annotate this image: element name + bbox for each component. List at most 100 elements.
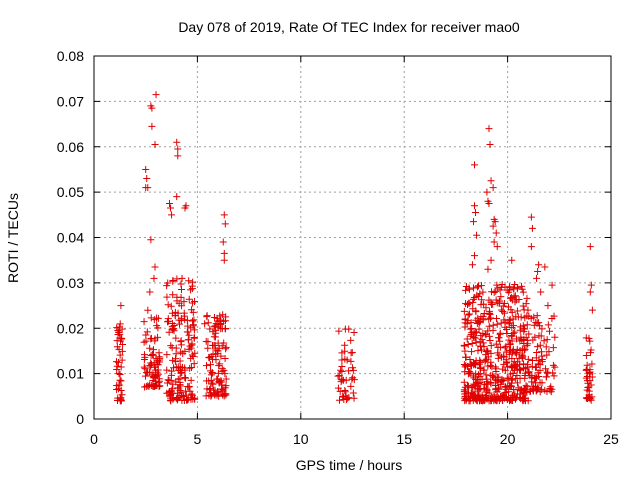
data-point-outlier: [491, 218, 499, 226]
data-point: [150, 363, 158, 371]
data-point: [466, 355, 474, 363]
data-point: [513, 349, 521, 357]
data-point: [187, 376, 195, 384]
data-point-outlier: [473, 231, 481, 239]
data-point: [522, 385, 530, 393]
data-point: [535, 319, 543, 327]
data-point: [204, 344, 212, 352]
data-point: [468, 325, 476, 333]
data-point: [142, 369, 150, 377]
data-point: [480, 366, 488, 374]
data-point: [151, 337, 159, 345]
data-point-outlier: [174, 152, 182, 160]
data-point: [215, 320, 223, 328]
data-point: [487, 301, 495, 309]
data-point-outlier: [508, 256, 516, 264]
data-point: [544, 321, 552, 329]
x-tick-label: 25: [603, 431, 619, 447]
data-point: [525, 330, 533, 338]
data-point: [477, 301, 485, 309]
data-point: [488, 372, 496, 380]
data-point: [502, 342, 510, 350]
data-point: [474, 393, 482, 401]
data-point: [513, 307, 521, 315]
data-point-outlier: [220, 249, 228, 257]
data-point: [528, 378, 536, 386]
data-point-outlier: [587, 281, 595, 289]
data-point: [175, 384, 183, 392]
data-point: [214, 369, 222, 377]
data-point-outlier: [142, 165, 150, 173]
data-point: [210, 333, 218, 341]
data-point: [215, 344, 223, 352]
data-point: [149, 382, 157, 390]
data-point: [337, 366, 345, 374]
data-point-outlier: [489, 184, 497, 192]
data-point: [347, 336, 355, 344]
data-point: [163, 366, 171, 374]
data-point: [494, 354, 502, 362]
data-point: [524, 369, 532, 377]
data-point: [188, 299, 196, 307]
data-point: [461, 347, 469, 355]
data-point: [146, 381, 154, 389]
data-point: [472, 307, 480, 315]
data-point: [340, 396, 348, 404]
data-point: [172, 334, 180, 342]
data-point: [222, 382, 230, 390]
data-point: [216, 360, 224, 368]
data-point: [508, 324, 516, 332]
data-point: [203, 385, 211, 393]
data-point: [164, 317, 172, 325]
data-point: [467, 331, 475, 339]
data-point: [177, 338, 185, 346]
data-point: [350, 329, 358, 337]
data-point-outlier: [495, 297, 503, 305]
data-point: [495, 351, 503, 359]
data-point: [506, 315, 514, 323]
data-point: [468, 348, 476, 356]
data-point: [519, 288, 527, 296]
data-point: [118, 334, 126, 342]
data-point: [338, 375, 346, 383]
data-point: [528, 363, 536, 371]
data-point: [542, 343, 550, 351]
data-point: [467, 389, 475, 397]
data-point: [586, 337, 594, 345]
data-point: [222, 345, 230, 353]
data-point: [181, 374, 189, 382]
data-point: [479, 395, 487, 403]
data-point: [465, 382, 473, 390]
data-point: [549, 344, 557, 352]
data-point: [487, 314, 495, 322]
data-point: [147, 335, 155, 343]
data-point: [531, 374, 539, 382]
data-point: [215, 362, 223, 370]
data-point: [536, 322, 544, 330]
data-point: [185, 295, 193, 303]
data-point: [484, 348, 492, 356]
data-point: [509, 346, 517, 354]
data-point: [487, 342, 495, 350]
data-point: [348, 375, 356, 383]
data-point: [172, 355, 180, 363]
data-point: [204, 319, 212, 327]
data-point: [512, 375, 520, 383]
data-point-outlier: [497, 283, 505, 291]
data-point: [153, 322, 161, 330]
data-point: [501, 366, 509, 374]
data-point: [147, 351, 155, 359]
data-point: [508, 294, 516, 302]
data-point: [222, 390, 230, 398]
data-point-outlier: [150, 274, 158, 282]
data-point: [502, 393, 510, 401]
data-point: [585, 391, 593, 399]
data-point: [535, 373, 543, 381]
data-points: [113, 91, 596, 405]
data-point: [472, 370, 480, 378]
data-point: [142, 331, 150, 339]
data-point: [499, 302, 507, 310]
data-point: [140, 363, 148, 371]
data-point: [517, 323, 525, 331]
data-point: [513, 335, 521, 343]
